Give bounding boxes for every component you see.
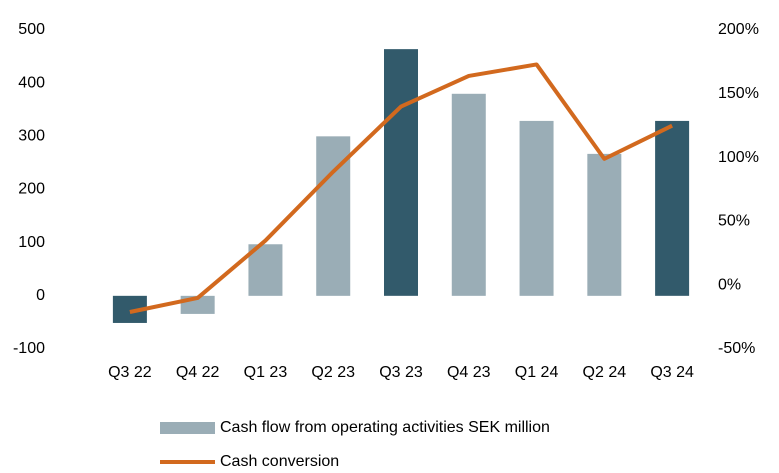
legend-swatch [160,422,215,434]
bar [587,153,622,296]
y-tick-label: 100 [18,234,45,251]
y2-tick-label: 150% [718,85,759,102]
y2-tick-label: -50% [718,340,755,357]
legend-label: Cash conversion [220,453,339,470]
y2-tick-label: 100% [718,149,759,166]
x-tick-label: Q3 22 [108,364,152,381]
bar [384,49,418,296]
y-tick-label: 0 [36,287,45,304]
x-tick-label: Q3 23 [379,364,423,381]
y2-tick-label: 200% [718,21,759,38]
x-tick-label: Q1 23 [244,364,288,381]
x-tick-label: Q3 24 [650,364,694,381]
x-tick-label: Q2 24 [583,364,627,381]
legend-label: Cash flow from operating activities SEK … [220,419,550,436]
x-tick-label: Q4 22 [176,364,220,381]
x-tick-label: Q1 24 [515,364,559,381]
bar [655,120,690,296]
x-tick-label: Q4 23 [447,364,491,381]
y-tick-label: 500 [18,21,45,38]
y-tick-label: -100 [13,340,45,357]
x-tick-label: Q2 23 [311,364,355,381]
y-tick-label: 400 [18,74,45,91]
y2-tick-label: 50% [718,213,750,230]
y2-tick-label: 0% [718,276,741,293]
bar [519,120,554,296]
y-tick-label: 300 [18,128,45,145]
y-tick-label: 200 [18,181,45,198]
line [129,62,673,314]
bar [248,244,283,296]
bar [451,93,486,296]
